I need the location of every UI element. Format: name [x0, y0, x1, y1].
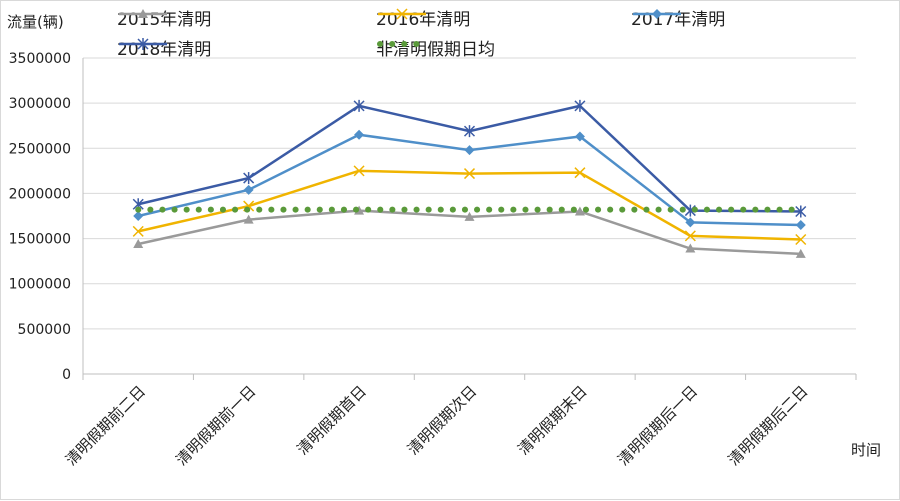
legend-item-2015: 2015年清明: [117, 3, 211, 31]
y-tick-label: 1000000: [9, 277, 71, 293]
data-point: [574, 99, 586, 112]
legend-item-non-holiday: 非清明假期日均: [376, 33, 495, 61]
data-point: [464, 211, 475, 221]
legend-marker-2015: [119, 9, 167, 18]
x-tick-label: 清明假期首日: [294, 382, 370, 458]
data-point: [243, 172, 255, 185]
x-tick-label: 清明假期后一日: [614, 382, 701, 469]
data-point: [685, 243, 696, 253]
data-point: [132, 225, 144, 237]
x-tick-label: 清明假期前一日: [172, 382, 259, 469]
y-axis-label: 流量(辆): [7, 13, 64, 31]
y-tick-label: 2000000: [9, 186, 71, 202]
legend-point: [652, 9, 662, 19]
legend-point: [138, 9, 148, 18]
series-3: [133, 129, 806, 231]
data-point: [133, 211, 144, 221]
data-point-stroke: [795, 233, 807, 246]
y-tick-label: 2500000: [9, 141, 71, 157]
data-point-stroke: [132, 225, 144, 237]
data-point: [684, 230, 696, 242]
data-point: [243, 214, 254, 224]
data-point: [353, 165, 365, 177]
y-tick-label: 500000: [18, 322, 71, 338]
legend-point-stroke: [396, 8, 408, 20]
x-tick-label: 清明假期后二日: [725, 382, 812, 469]
legend-item-2018: 2018年清明: [117, 33, 211, 61]
data-point: [243, 184, 254, 195]
legend-marker-2016: [378, 8, 426, 20]
legend-item-2017: 2017年清明: [631, 3, 725, 31]
data-point-stroke: [684, 230, 696, 242]
y-tick-label: 0: [62, 367, 71, 383]
series-4: [132, 99, 807, 218]
data-point: [685, 217, 696, 228]
data-point: [795, 205, 807, 218]
data-point: [574, 206, 585, 216]
legend-item-2016: 2016年清明: [376, 3, 470, 31]
data-point: [353, 99, 365, 112]
data-point-stroke: [463, 168, 476, 180]
series-1: [133, 205, 806, 258]
data-point-stroke: [353, 165, 365, 177]
data-point: [574, 167, 586, 179]
x-tick-label: 清明假期前二日: [62, 382, 149, 469]
data-point: [463, 168, 476, 180]
data-point: [354, 129, 365, 140]
data-point: [795, 248, 806, 258]
data-point-stroke: [574, 167, 586, 179]
data-point: [795, 220, 806, 231]
legend-point: [137, 38, 149, 50]
y-tick-label: 3000000: [9, 96, 71, 112]
legend-marker-non-holiday: [377, 41, 427, 47]
data-point: [574, 131, 585, 142]
legend-point: [396, 8, 408, 20]
data-point: [133, 238, 144, 248]
y-tick-label: 1500000: [9, 232, 71, 248]
legend-marker-2018: [119, 38, 167, 50]
x-tick-label: 清明假期末日: [514, 382, 590, 458]
y-tick-label: 3500000: [9, 51, 71, 67]
x-tick-label: 清明假期次日: [404, 382, 480, 458]
series-line: [137, 104, 801, 213]
data-point: [464, 145, 475, 156]
data-point: [463, 125, 476, 138]
x-axis-label: 时间: [851, 441, 882, 459]
legend-marker-2017: [633, 9, 681, 19]
series-2: [132, 165, 807, 246]
data-point: [795, 233, 807, 246]
